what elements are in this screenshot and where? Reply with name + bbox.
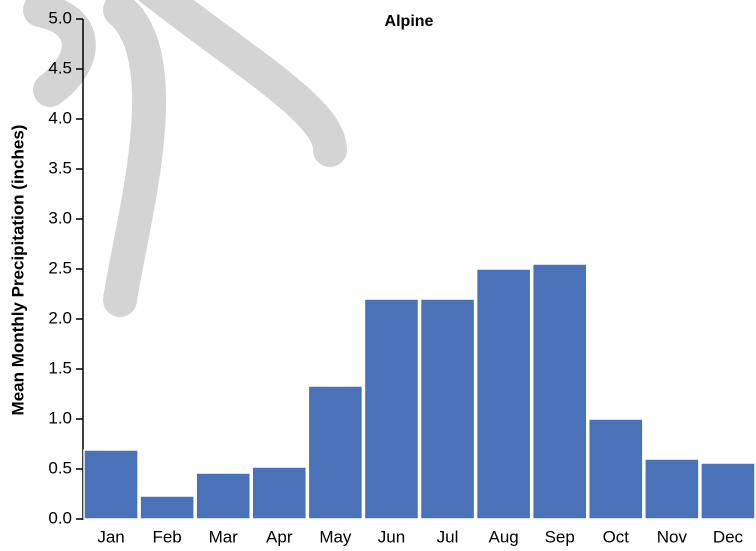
chart-title: Alpine [385, 13, 434, 30]
bar [195, 472, 252, 520]
x-tick-label: Dec [713, 527, 744, 546]
x-tick-label: Jun [378, 527, 405, 546]
x-tick-label: Jul [437, 527, 459, 546]
y-tick-label: 0.5 [48, 458, 72, 477]
bar [139, 495, 195, 520]
y-tick-label: 1.0 [48, 408, 72, 427]
bar [251, 466, 308, 520]
y-tick-label: 2.5 [48, 258, 72, 277]
y-tick-label: 4.0 [48, 108, 72, 127]
y-tick-label: 2.0 [48, 308, 72, 327]
x-tick-label: Sep [545, 527, 575, 546]
x-tick-label: Nov [657, 527, 688, 546]
watermark [23, 0, 347, 317]
bar [644, 458, 700, 520]
y-tick-label: 5.0 [48, 8, 72, 27]
x-tick-label: Mar [209, 527, 239, 546]
y-tick-label: 3.0 [48, 208, 72, 227]
x-tick-label: Aug [489, 527, 519, 546]
x-tick-label: May [319, 527, 352, 546]
bar [363, 298, 420, 520]
y-tick-label: 4.5 [48, 58, 72, 77]
bar [307, 385, 364, 520]
y-tick-label: 3.5 [48, 158, 72, 177]
x-tick-label: Jan [97, 527, 124, 546]
x-tick-label: Apr [266, 527, 293, 546]
y-axis-label: Mean Monthly Precipitation (inches) [8, 125, 27, 416]
bar [83, 449, 139, 520]
y-tick-label: 1.5 [48, 358, 72, 377]
bar [588, 418, 644, 520]
x-tick-label: Feb [152, 527, 181, 546]
bar [531, 263, 588, 520]
x-tick-label: Oct [603, 527, 630, 546]
bar [700, 462, 756, 520]
y-tick-label: 0.0 [48, 508, 72, 527]
bar [419, 298, 476, 520]
bar [475, 268, 532, 520]
